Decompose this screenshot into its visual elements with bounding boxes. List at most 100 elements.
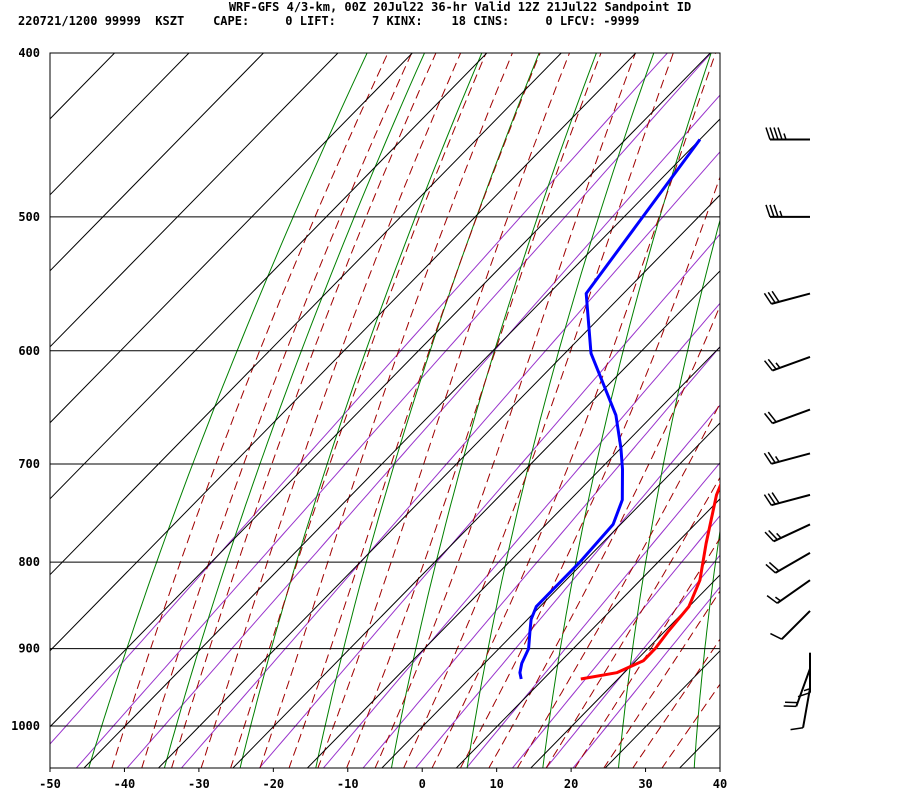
wind-barb-shaft <box>772 355 811 372</box>
mixing-ratio-line <box>511 514 720 768</box>
temperature-tick-label: -50 <box>39 777 61 791</box>
pressure-tick-label: 600 <box>18 344 40 358</box>
wind-barb-feather <box>767 358 777 370</box>
isotherm-line <box>306 346 720 768</box>
isotherm-line <box>157 194 720 768</box>
mixing-ratio-line <box>545 554 720 768</box>
temperature-tick-label: -30 <box>188 777 210 791</box>
temperature-tick-labels: -50 -40 -30 -20 -10 0 10 20 30 40 <box>39 768 727 791</box>
pressure-tick-labels: 400 500 600 700 800 900 1000 <box>11 46 40 733</box>
wind-barb-half-feather <box>779 210 783 218</box>
wind-barb-half-feather <box>774 456 780 463</box>
dry-adiabat-line <box>770 15 893 769</box>
isotherm-line <box>530 574 720 768</box>
wind-barb-feather <box>763 494 772 506</box>
moist-adiabat-line <box>171 53 437 768</box>
isotherm-line <box>753 15 900 769</box>
wind-barb <box>770 610 811 640</box>
wind-barb-feather <box>763 292 772 305</box>
moist-adiabat-line <box>317 53 571 768</box>
dewpoint-trace <box>518 138 702 680</box>
moist-adiabat-line <box>141 53 413 768</box>
moist-adiabat-line <box>632 638 720 768</box>
dry-adiabat-line <box>163 53 426 768</box>
pressure-tick-label: 900 <box>18 642 40 656</box>
wind-barb-feather <box>769 127 775 140</box>
wind-barb-feather <box>790 726 804 731</box>
wind-barb-feather <box>771 290 780 303</box>
wind-barb-feather <box>763 360 773 372</box>
moist-adiabat-line <box>403 53 674 768</box>
wind-barb-half-feather <box>776 532 782 539</box>
isotherm-line <box>0 15 3 769</box>
isotherm-line <box>0 15 77 769</box>
wind-barb-shaft <box>795 668 811 707</box>
isotherm-line <box>455 498 720 768</box>
moist-adiabat-line <box>111 53 389 768</box>
isotherm-line <box>678 726 720 768</box>
pressure-tick-label: 400 <box>18 46 40 60</box>
wind-barb-feather <box>768 561 780 572</box>
wind-barb-half-feather <box>775 362 781 369</box>
wind-barb-feather <box>764 531 775 542</box>
sounding-traces <box>518 138 720 681</box>
pressure-tick-label: 800 <box>18 555 40 569</box>
isotherm-line <box>50 53 562 576</box>
dry-adiabat-line <box>466 53 655 768</box>
sounding-info-line: 220721/1200 99999 KSZT CAPE: 0 LIFT: 7 K… <box>18 14 640 28</box>
wind-barb <box>763 408 811 425</box>
moist-adiabat-line <box>459 175 720 768</box>
wind-barb-shaft <box>802 688 811 728</box>
plot-frame <box>49 52 721 769</box>
temperature-tick-label: 10 <box>489 777 503 791</box>
moist-adiabat-line <box>374 53 636 768</box>
isotherm-line <box>232 270 720 768</box>
wind-barb-feather <box>771 492 780 504</box>
wind-barb-feather <box>765 127 771 140</box>
isotherm-line <box>50 53 637 652</box>
wind-barb-shaft <box>772 408 811 425</box>
wind-barb-shaft <box>781 610 811 640</box>
wind-barb-feather <box>763 412 773 424</box>
moist-adiabat-line <box>574 537 720 768</box>
wind-barb-half-feather <box>774 596 781 602</box>
wind-barb-feather <box>766 595 778 604</box>
wind-barb-feather <box>773 204 779 218</box>
moist-adiabat-line <box>661 683 720 768</box>
wind-barb <box>763 355 811 372</box>
isotherm-line <box>50 53 265 272</box>
mixing-ratio-line <box>362 346 720 768</box>
moist-adiabat-line <box>346 53 602 768</box>
wind-barb-feather <box>767 411 777 423</box>
temperature-trace <box>580 482 720 681</box>
isotherm-line <box>50 53 339 348</box>
moist-adiabat-line <box>200 53 462 768</box>
isotherm-line <box>50 53 488 500</box>
wind-barb-feather <box>770 632 783 640</box>
dry-adiabat-line <box>693 527 720 768</box>
pressure-tick-label: 700 <box>18 457 40 471</box>
wind-barb-feather <box>765 204 771 218</box>
wind-barb-shaft <box>773 523 811 543</box>
isotherm-line <box>50 53 711 728</box>
chart-title: WRF-GFS 4/3-km, 00Z 20Jul22 36-hr Valid … <box>228 0 692 14</box>
wind-barb-feather <box>765 563 776 574</box>
wind-barb-feather <box>769 204 775 218</box>
wind-barb <box>765 204 810 218</box>
dry-adiabat-line <box>846 15 900 769</box>
wind-barb-feather <box>768 529 778 541</box>
temperature-tick-label: 20 <box>564 777 578 791</box>
wind-barb <box>763 290 811 305</box>
mixing-ratio-line <box>50 53 669 745</box>
mixing-ratio-line <box>126 94 720 768</box>
temperature-tick-label: 0 <box>419 777 426 791</box>
background-lines <box>50 15 900 769</box>
wind-barb-shaft <box>771 292 811 305</box>
moist-adiabat-line <box>545 476 720 768</box>
dry-adiabat-line <box>617 218 720 768</box>
wind-barb <box>763 451 811 465</box>
wind-barb <box>763 492 811 507</box>
wind-barb <box>783 668 811 708</box>
moist-adiabat-line <box>230 53 487 768</box>
